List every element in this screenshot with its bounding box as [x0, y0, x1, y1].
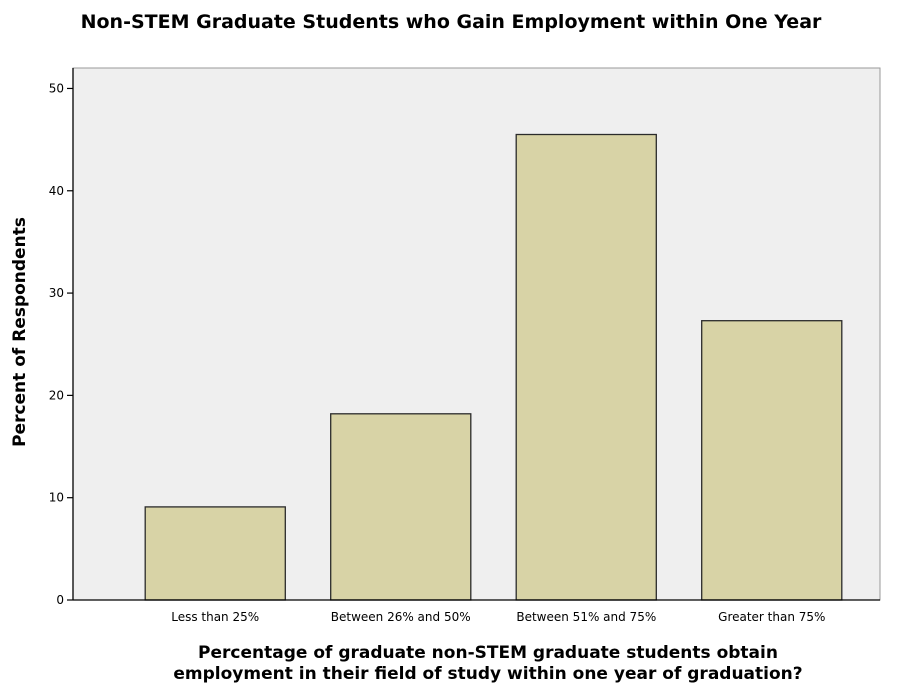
- x-tick-label-1: Between 26% and 50%: [331, 610, 471, 624]
- bars-group: [144, 133, 843, 601]
- bar-3: [701, 320, 843, 601]
- x-tick-label-0: Less than 25%: [171, 610, 259, 624]
- x-axis-label-line-2: employment in their field of study withi…: [173, 664, 802, 684]
- x-axis-label-line-1: Percentage of graduate non-STEM graduate…: [198, 643, 778, 663]
- y-tick-label-0: 0: [56, 593, 64, 607]
- y-axis: 0 10 20 30 40 50: [49, 68, 74, 607]
- y-tick-label-20: 20: [49, 388, 64, 402]
- chart-title: Non-STEM Graduate Students who Gain Empl…: [81, 11, 822, 33]
- y-tick-label-10: 10: [49, 491, 64, 505]
- x-axis: Less than 25% Between 26% and 50% Between …: [73, 599, 880, 624]
- y-axis-label: Percent of Respondents: [10, 217, 30, 447]
- bar-2: [515, 133, 657, 601]
- y-tick-label-40: 40: [49, 184, 64, 198]
- x-tick-label-2: Between 51% and 75%: [516, 610, 656, 624]
- x-tick-label-3: Greater than 75%: [718, 610, 825, 624]
- y-tick-label-30: 30: [49, 286, 64, 300]
- y-tick-label-50: 50: [49, 81, 64, 95]
- bar-0: [144, 506, 286, 601]
- bar-1: [330, 413, 472, 601]
